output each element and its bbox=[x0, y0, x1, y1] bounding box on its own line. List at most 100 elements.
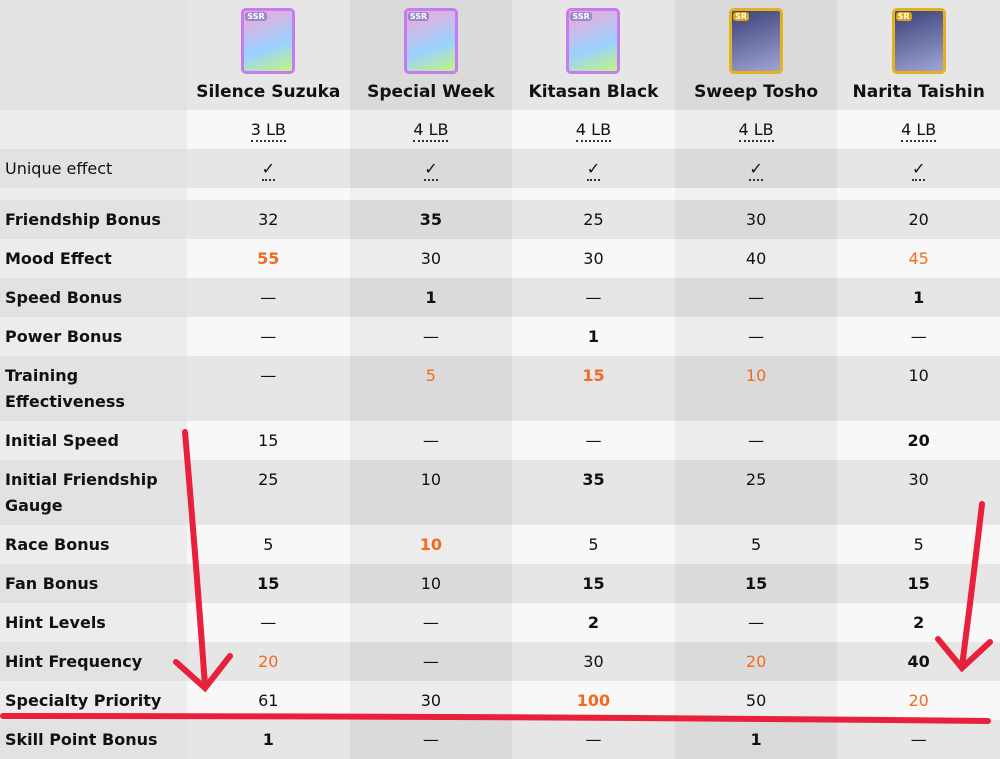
spacer-cell bbox=[0, 188, 187, 200]
stat-label: Specialty Priority bbox=[0, 681, 187, 720]
stat-row-hint-frequency: Hint Frequency 20—30 20 40 bbox=[0, 642, 1000, 681]
stat-value: 15 bbox=[674, 564, 838, 603]
stat-value: — bbox=[674, 317, 838, 356]
checkmark-icon[interactable]: ✓ bbox=[749, 159, 763, 181]
stat-value: 15 bbox=[837, 564, 1000, 603]
stat-value: 15 bbox=[187, 421, 350, 460]
card-header-kitasan-black[interactable]: SSR Kitasan Black bbox=[512, 0, 675, 110]
checkmark-icon[interactable]: ✓ bbox=[261, 159, 275, 181]
card-name[interactable]: Special Week bbox=[367, 82, 495, 102]
stat-row-fan-bonus: Fan Bonus 15 10 15 15 15 bbox=[0, 564, 1000, 603]
stat-value: 1 bbox=[674, 720, 838, 759]
card-header-row: SSR Silence Suzuka SSR Special Week SSR … bbox=[0, 0, 1000, 110]
stat-value: 32 bbox=[187, 200, 350, 239]
stat-value: 5 bbox=[674, 525, 838, 564]
card-header-special-week[interactable]: SSR Special Week bbox=[349, 0, 513, 110]
card-name[interactable]: Narita Taishin bbox=[852, 82, 985, 102]
stat-row-hint-levels: Hint Levels — —2—2 bbox=[0, 603, 1000, 642]
card-portrait-image[interactable]: SR bbox=[891, 8, 946, 74]
limit-break-label-cell bbox=[0, 110, 187, 149]
stat-value: 50 bbox=[674, 681, 838, 720]
limit-break-value[interactable]: 4 LB bbox=[738, 120, 774, 142]
rarity-badge: SSR bbox=[245, 12, 267, 21]
stat-value: — bbox=[512, 278, 675, 317]
stat-value: 40 bbox=[674, 239, 838, 278]
spacer-cell bbox=[512, 188, 675, 200]
stat-value: 20 bbox=[674, 642, 838, 681]
stat-label: Speed Bonus bbox=[0, 278, 187, 317]
stat-label: Initial Speed bbox=[0, 421, 187, 460]
card-name[interactable]: Sweep Tosho bbox=[694, 82, 819, 102]
stat-value: 10 bbox=[349, 525, 513, 564]
stat-value: — bbox=[187, 603, 350, 642]
stat-value: 10 bbox=[349, 460, 513, 525]
stat-label: Skill Point Bonus bbox=[0, 720, 187, 759]
stat-row-initial-speed: Initial Speed 15— — —20 bbox=[0, 421, 1000, 460]
stat-value: — bbox=[349, 603, 513, 642]
unique-effect-cell: ✓ bbox=[349, 149, 513, 188]
card-header-silence-suzuka[interactable]: SSR Silence Suzuka bbox=[187, 0, 350, 110]
stat-value: 5 bbox=[187, 525, 350, 564]
card-header-narita-taishin[interactable]: SR Narita Taishin bbox=[837, 0, 1000, 110]
limit-break-cell: 3 LB bbox=[187, 110, 350, 149]
card-portrait-image[interactable]: SSR bbox=[403, 8, 458, 74]
card-name[interactable]: Silence Suzuka bbox=[196, 82, 341, 102]
stat-value: 30 bbox=[512, 239, 675, 278]
stat-row-training-effectiveness: Training Effectiveness —5 15 10 10 bbox=[0, 356, 1000, 421]
header-empty-cell bbox=[0, 0, 187, 110]
stat-label: Race Bonus bbox=[0, 525, 187, 564]
stat-value: 25 bbox=[674, 460, 838, 525]
limit-break-value[interactable]: 4 LB bbox=[575, 120, 612, 142]
stat-row-mood-effect: Mood Effect 55 30 30 40 45 bbox=[0, 239, 1000, 278]
checkmark-icon[interactable]: ✓ bbox=[586, 159, 601, 181]
stat-value: 30 bbox=[837, 460, 1000, 525]
rarity-badge: SSR bbox=[570, 12, 592, 21]
stat-value: 10 bbox=[837, 356, 1000, 421]
stat-value: 15 bbox=[512, 356, 675, 421]
spacer-row bbox=[0, 188, 1000, 200]
limit-break-row: 3 LB 4 LB 4 LB 4 LB 4 LB bbox=[0, 110, 1000, 149]
card-portrait-image[interactable]: SR bbox=[729, 8, 784, 74]
stat-label: Hint Levels bbox=[0, 603, 187, 642]
limit-break-value[interactable]: 4 LB bbox=[901, 120, 937, 142]
stat-value: 5 bbox=[512, 525, 675, 564]
stat-value: 25 bbox=[187, 460, 350, 525]
rarity-badge: SR bbox=[895, 12, 912, 21]
stat-value: 40 bbox=[837, 642, 1000, 681]
limit-break-cell: 4 LB bbox=[674, 110, 838, 149]
stat-value: 20 bbox=[837, 681, 1000, 720]
stat-label: Initial Friendship Gauge bbox=[0, 460, 187, 525]
stat-row-skill-point-bonus: Skill Point Bonus 1— —1— bbox=[0, 720, 1000, 759]
spacer-cell bbox=[349, 188, 513, 200]
stat-label: Power Bonus bbox=[0, 317, 187, 356]
unique-effect-cell: ✓ bbox=[674, 149, 838, 188]
stat-value: 1 bbox=[187, 720, 350, 759]
limit-break-cell: 4 LB bbox=[512, 110, 675, 149]
stat-value: — bbox=[512, 421, 675, 460]
rarity-badge: SR bbox=[733, 12, 749, 21]
card-portrait-image[interactable]: SSR bbox=[241, 8, 296, 74]
stat-value: 20 bbox=[837, 421, 1000, 460]
stat-value: — bbox=[187, 317, 350, 356]
checkmark-icon[interactable]: ✓ bbox=[424, 159, 438, 181]
stat-row-friendship-bonus: Friendship Bonus 32 35 25 30 20 bbox=[0, 200, 1000, 239]
limit-break-value[interactable]: 3 LB bbox=[250, 120, 286, 142]
stat-value: 61 bbox=[187, 681, 350, 720]
card-header-sweep-tosho[interactable]: SR Sweep Tosho bbox=[674, 0, 838, 110]
spacer-cell bbox=[187, 188, 350, 200]
stat-row-initial-friendship-gauge: Initial Friendship Gauge 25 10 35 25 30 bbox=[0, 460, 1000, 525]
stat-row-power-bonus: Power Bonus — —1— — bbox=[0, 317, 1000, 356]
stat-value: 1 bbox=[512, 317, 675, 356]
unique-effect-cell: ✓ bbox=[512, 149, 675, 188]
spacer-cell bbox=[674, 188, 838, 200]
limit-break-value[interactable]: 4 LB bbox=[413, 120, 449, 142]
stat-value: — bbox=[837, 317, 1000, 356]
checkmark-icon[interactable]: ✓ bbox=[911, 159, 926, 181]
stat-value: 30 bbox=[512, 642, 675, 681]
card-name[interactable]: Kitasan Black bbox=[528, 82, 659, 102]
card-portrait-image[interactable]: SSR bbox=[566, 8, 621, 74]
stat-value: 1 bbox=[837, 278, 1000, 317]
limit-break-cell: 4 LB bbox=[349, 110, 513, 149]
stat-value: 5 bbox=[349, 356, 513, 421]
stat-value: 55 bbox=[187, 239, 350, 278]
